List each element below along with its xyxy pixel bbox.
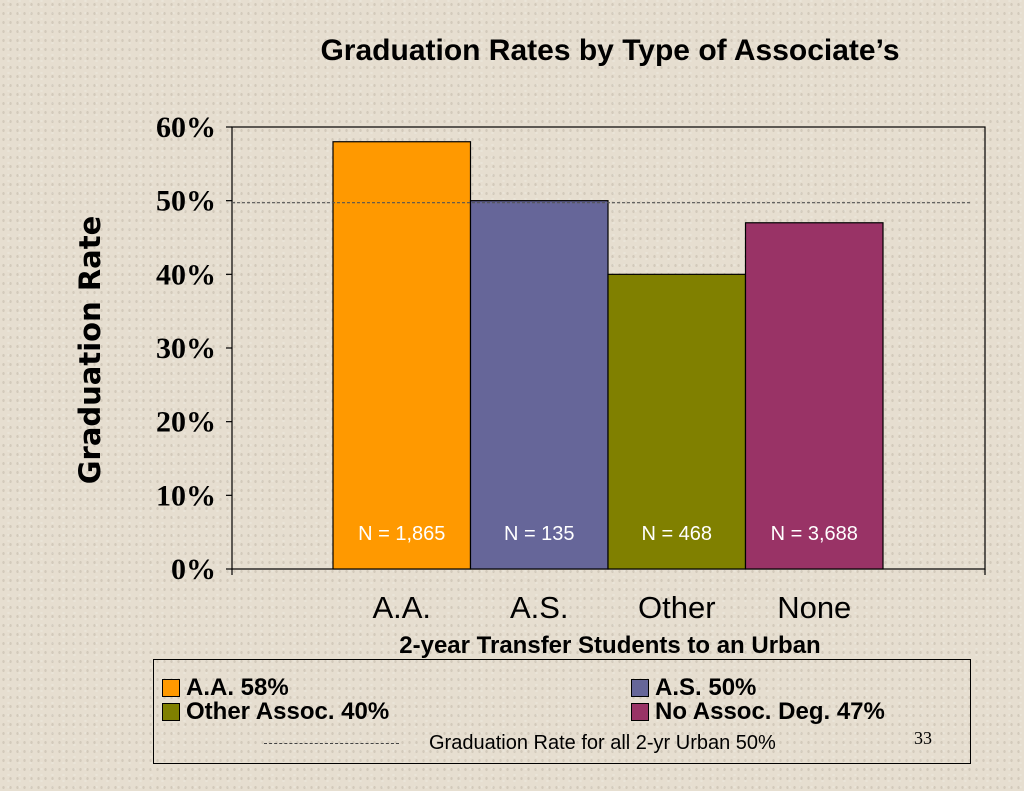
page-number: 33 [914, 728, 932, 748]
legend-item-none: No Assoc. Deg. 47% [631, 698, 885, 726]
chart-title: Graduation Rates by Type of Associate’s [320, 34, 900, 67]
legend-swatch-none [631, 703, 649, 721]
chart-legend: A.A. 58% A.S. 50% Other Assoc. 40% No As… [153, 659, 971, 764]
legend-label-reference: Graduation Rate for all 2-yr Urban 50% [429, 732, 776, 754]
x-tick-label-4: None [777, 590, 851, 625]
x-tick-label-3: Other [638, 590, 716, 625]
n-label-2: N = 135 [504, 523, 575, 545]
legend-label-other: Other Assoc. 40% [186, 698, 390, 725]
x-axis-label: 2-year Transfer Students to an Urban [399, 632, 821, 659]
legend-label-none: No Assoc. Deg. 47% [655, 698, 885, 725]
bar-4 [744, 222, 884, 570]
legend-swatch-other [162, 703, 180, 721]
legend-label-aa: A.A. 58% [186, 674, 289, 701]
bar-2 [469, 200, 609, 570]
x-tick-label-2: A.S. [510, 590, 569, 625]
y-tick-label: 0% [171, 553, 216, 586]
legend-item-aa: A.A. 58% [162, 674, 289, 702]
n-label-1: N = 1,865 [358, 523, 445, 545]
y-axis-label: Graduation Rate [73, 216, 107, 485]
legend-label-as: A.S. 50% [655, 674, 757, 701]
legend-swatch-as [631, 679, 649, 697]
y-tick-label: 60% [156, 111, 216, 144]
legend-swatch-aa [162, 679, 180, 697]
legend-item-other: Other Assoc. 40% [162, 698, 389, 726]
legend-item-as: A.S. 50% [631, 674, 756, 702]
y-tick-label: 40% [156, 258, 216, 291]
legend-item-reference: Graduation Rate for all 2-yr Urban 50% [264, 732, 776, 755]
bar-3 [607, 273, 747, 570]
n-label-4: N = 3,688 [771, 523, 858, 545]
y-tick-label: 10% [156, 479, 216, 512]
bar-1 [332, 141, 472, 570]
x-tick-label-1: A.A. [372, 590, 431, 625]
y-tick-label: 50% [156, 185, 216, 218]
n-label-3: N = 468 [641, 523, 712, 545]
y-tick-label: 20% [156, 406, 216, 439]
reference-dash-icon [264, 743, 399, 744]
y-tick-label: 30% [156, 332, 216, 365]
